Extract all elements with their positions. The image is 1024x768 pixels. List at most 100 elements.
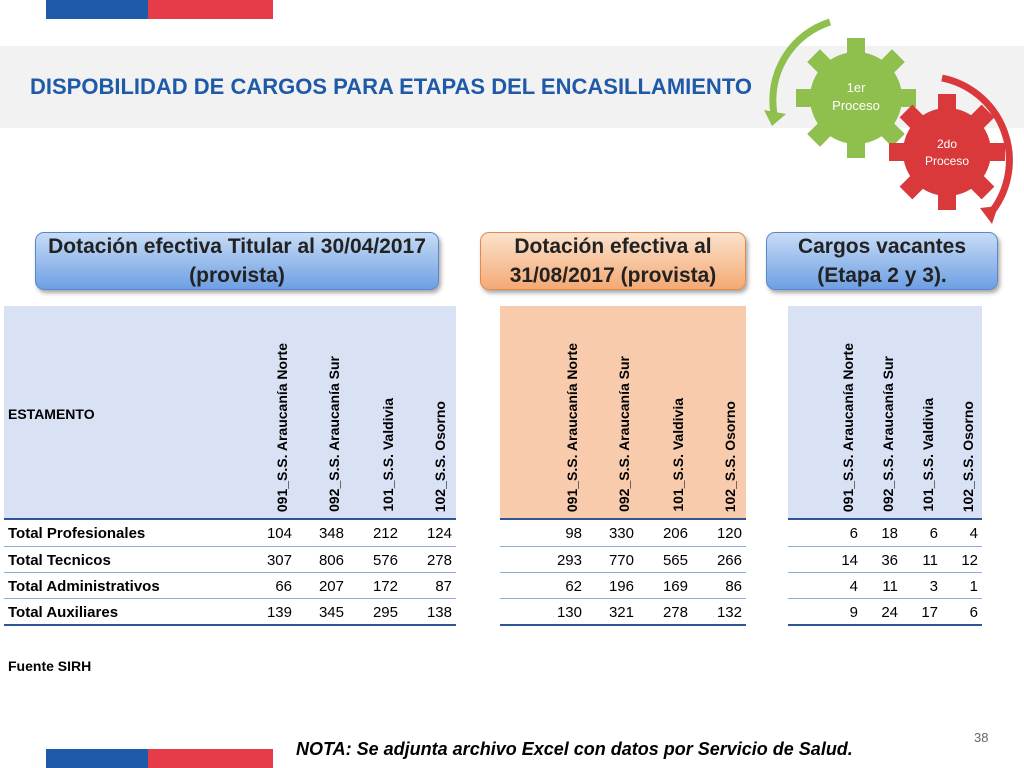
table-cell-efectiva: 86: [725, 578, 742, 595]
col-header-titular-102: 102_S.S. Osorno: [432, 400, 448, 512]
table-cell-titular: 87: [435, 578, 452, 595]
table-cell-titular: 207: [318, 578, 344, 595]
efectiva-header-panel: [500, 306, 746, 520]
table-cell-efectiva: 120: [716, 525, 742, 542]
table-cell-vacantes: 14: [841, 552, 858, 569]
efectiva-bottom-rule: [500, 624, 746, 626]
row-divider: [788, 572, 982, 573]
table-cell-titular: 345: [318, 604, 344, 621]
table-cell-titular: 104: [266, 525, 292, 542]
box-cargos-vacantes: Cargos vacantes (Etapa 2 y 3).: [766, 232, 998, 290]
vacantes-header-rule: [788, 518, 982, 520]
gear2-line2: Proceso: [925, 154, 969, 168]
table-cell-titular: 66: [275, 578, 292, 595]
gear-1er-proceso: 1er Proceso: [796, 38, 916, 158]
process-gears-diagram: 1er Proceso 2do Proceso: [764, 18, 1013, 224]
table-cell-vacantes: 17: [921, 604, 938, 621]
table-cell-efectiva: 206: [662, 525, 688, 542]
table-cell-titular: 172: [372, 578, 398, 595]
table-cell-efectiva: 293: [556, 552, 582, 569]
col-header-vacantes-102: 102_S.S. Osorno: [960, 400, 976, 512]
table-cell-efectiva: 132: [716, 604, 742, 621]
col-header-efectiva-102: 102_S.S. Osorno: [722, 400, 738, 512]
row-label-tecnicos: Total Tecnicos: [8, 552, 111, 569]
table-cell-titular: 278: [426, 552, 452, 569]
table-cell-efectiva: 266: [716, 552, 742, 569]
table-cell-vacantes: 4: [969, 525, 978, 542]
table-cell-efectiva: 565: [662, 552, 688, 569]
footer-note: NOTA: Se adjunta archivo Excel con datos…: [296, 739, 853, 759]
table-cell-vacantes: 11: [882, 578, 898, 595]
box-dotacion-titular-label: Dotación efectiva Titular al 30/04/2017 …: [48, 235, 426, 287]
page-number: 38: [974, 730, 989, 745]
table-cell-vacantes: 11: [922, 552, 938, 569]
table-cell-titular: 138: [426, 604, 452, 621]
gear2-line1: 2do: [937, 137, 957, 151]
col-header-titular-092: 092_S.S. Araucanía Sur: [326, 356, 342, 512]
row-divider: [4, 598, 456, 599]
green-arc-arrow: [769, 18, 832, 115]
col-header-titular-091: 091_S.S. Araucanía Norte: [274, 342, 290, 512]
vacantes-bottom-rule: [788, 624, 982, 626]
table-cell-titular: 212: [372, 525, 398, 542]
table-cell-efectiva: 278: [662, 604, 688, 621]
table-cell-vacantes: 36: [881, 552, 898, 569]
flag-stripe-blue-bottom: [46, 749, 148, 768]
gear-2do-proceso: 2do Proceso: [889, 94, 1005, 210]
row-divider: [4, 546, 456, 547]
gear1-line2: Proceso: [832, 98, 880, 113]
table-cell-efectiva: 196: [608, 578, 634, 595]
table-cell-efectiva: 130: [556, 604, 582, 621]
source-note: Fuente SIRH: [8, 658, 92, 674]
table-cell-titular: 307: [266, 552, 292, 569]
table-cell-vacantes: 18: [881, 525, 898, 542]
flag-stripe-blue: [46, 0, 148, 19]
table-cell-titular: 139: [266, 604, 292, 621]
row-label-profesionales: Total Profesionales: [8, 525, 146, 542]
col-header-efectiva-101: 101_S.S. Valdivia: [670, 398, 686, 512]
table-cell-vacantes: 6: [929, 525, 938, 542]
row-label-auxiliares: Total Auxiliares: [8, 604, 119, 621]
box-dotacion-efectiva: Dotación efectiva al 31/08/2017 (provist…: [480, 232, 746, 290]
box-cargos-vacantes-label: Cargos vacantes (Etapa 2 y 3).: [797, 235, 967, 287]
table-cell-vacantes: 24: [881, 604, 898, 621]
box-dotacion-efectiva-label: Dotación efectiva al 31/08/2017 (provist…: [509, 235, 717, 287]
flag-stripe-red: [148, 0, 273, 19]
table-cell-vacantes: 4: [849, 578, 858, 595]
row-divider: [500, 598, 746, 599]
box-dotacion-titular: Dotación efectiva Titular al 30/04/2017 …: [35, 232, 439, 290]
table-cell-vacantes: 9: [849, 604, 858, 621]
titular-header-panel: [4, 306, 456, 520]
table-cell-efectiva: 62: [565, 578, 582, 595]
flag-stripe-red-bottom: [148, 749, 273, 768]
table-cell-titular: 124: [426, 525, 452, 542]
red-arrowhead: [980, 206, 998, 224]
red-arc-arrow: [941, 74, 1013, 217]
row-divider: [500, 546, 746, 547]
row-divider: [788, 546, 982, 547]
row-divider: [4, 572, 456, 573]
col-header-titular-101: 101_S.S. Valdivia: [380, 398, 396, 512]
table-cell-efectiva: 321: [608, 604, 634, 621]
table-cell-vacantes: 1: [969, 578, 978, 595]
table-cell-efectiva: 330: [608, 525, 634, 542]
table-cell-vacantes: 6: [849, 525, 858, 542]
col-header-efectiva-091: 091_S.S. Araucanía Norte: [564, 342, 580, 512]
gear1-line1: 1er: [847, 80, 866, 95]
estamento-header: ESTAMENTO: [8, 406, 95, 422]
table-cell-titular: 576: [372, 552, 398, 569]
vacantes-header-panel: [788, 306, 982, 520]
table-cell-vacantes: 3: [929, 578, 938, 595]
table-cell-titular: 295: [372, 604, 398, 621]
col-header-efectiva-092: 092_S.S. Araucanía Sur: [616, 356, 632, 512]
green-arrowhead: [764, 110, 786, 126]
titular-bottom-rule: [4, 624, 456, 626]
efectiva-header-rule: [500, 518, 746, 520]
table-cell-efectiva: 770: [608, 552, 634, 569]
titular-header-rule: [4, 518, 456, 520]
table-cell-vacantes: 12: [961, 552, 978, 569]
row-divider: [500, 572, 746, 573]
table-cell-efectiva: 169: [662, 578, 688, 595]
row-divider: [788, 598, 982, 599]
table-cell-titular: 806: [318, 552, 344, 569]
